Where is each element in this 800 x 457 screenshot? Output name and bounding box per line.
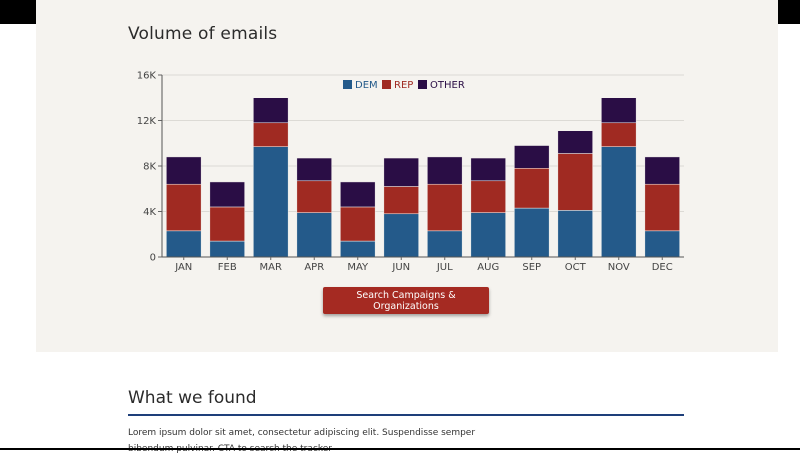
bar-dem-apr[interactable] — [296, 212, 332, 258]
bar-dem-feb[interactable] — [209, 240, 245, 258]
bar-rep-sep[interactable] — [514, 168, 550, 209]
section-divider — [128, 414, 684, 416]
bar-rep-apr[interactable] — [296, 180, 332, 213]
bar-rep-dec[interactable] — [644, 183, 680, 232]
legend-swatch — [382, 80, 391, 89]
bar-other-feb[interactable] — [209, 181, 245, 208]
bar-rep-may[interactable] — [340, 206, 376, 242]
bar-dem-oct[interactable] — [557, 210, 593, 258]
bar-dem-jul[interactable] — [427, 230, 463, 258]
top-left-black-bar — [0, 0, 36, 24]
y-tick-label: 12K — [137, 116, 157, 127]
x-tick-label: APR — [304, 262, 324, 273]
email-volume-chart: 0 4K 8K 12K 16K JAN FEB MAR APR MAY JUN JUL AUG SEP OC… — [137, 71, 684, 273]
bar-dem-may[interactable] — [340, 240, 376, 258]
legend-label: DEM — [355, 80, 378, 91]
legend-item-other[interactable]: OTHER — [418, 80, 465, 91]
section-body-text: Lorem ipsum dolor sit amet, consectetur … — [128, 428, 476, 454]
x-tick-label: MAR — [260, 262, 282, 273]
x-tick-label: SEP — [522, 262, 541, 273]
bar-other-nov[interactable] — [601, 97, 637, 124]
bar-rep-jun[interactable] — [383, 186, 419, 215]
bar-rep-jan[interactable] — [166, 183, 202, 232]
y-tick-label: 8K — [143, 162, 156, 173]
bar-dem-jun[interactable] — [383, 213, 419, 258]
section-title: What we found — [128, 388, 257, 408]
legend-item-rep[interactable]: REP — [382, 80, 413, 91]
legend-item-dem[interactable]: DEM — [343, 80, 378, 91]
bar-other-apr[interactable] — [296, 157, 332, 182]
bar-rep-jul[interactable] — [427, 183, 463, 232]
x-tick-label: MAY — [347, 262, 369, 273]
bar-other-may[interactable] — [340, 181, 376, 208]
x-tick-label: DEC — [652, 262, 673, 273]
search-campaigns-button[interactable]: Search Campaigns & Organizations — [323, 287, 489, 314]
bar-other-jul[interactable] — [427, 156, 463, 185]
x-tick-label: NOV — [608, 262, 630, 273]
bar-other-jun[interactable] — [383, 157, 419, 187]
x-tick-label: AUG — [477, 262, 499, 273]
bar-rep-mar[interactable] — [253, 122, 289, 147]
bar-other-jan[interactable] — [166, 156, 202, 185]
bar-dem-aug[interactable] — [470, 212, 506, 258]
bar-dem-mar[interactable] — [253, 146, 289, 258]
y-tick-label: 0 — [150, 253, 156, 264]
bar-dem-jan[interactable] — [166, 230, 202, 258]
legend-swatch — [343, 80, 352, 89]
x-tick-label: OCT — [565, 262, 587, 273]
chart-title: Volume of emails — [128, 24, 278, 44]
y-tick-label: 16K — [137, 71, 157, 82]
x-tick-label: JAN — [174, 262, 192, 273]
bar-dem-dec[interactable] — [644, 230, 680, 258]
x-tick-label: JUN — [391, 262, 410, 273]
bar-other-dec[interactable] — [644, 156, 680, 185]
bar-rep-aug[interactable] — [470, 180, 506, 213]
bar-other-sep[interactable] — [514, 145, 550, 169]
x-tick-label: JUL — [436, 262, 453, 273]
bottom-black-bar — [0, 448, 800, 450]
legend-label: OTHER — [430, 80, 465, 91]
bar-other-oct[interactable] — [557, 130, 593, 154]
legend-swatch — [418, 80, 427, 89]
bar-rep-oct[interactable] — [557, 153, 593, 211]
y-tick-label: 4K — [143, 207, 156, 218]
legend-label: REP — [394, 80, 413, 91]
bar-rep-feb[interactable] — [209, 206, 245, 242]
bar-dem-nov[interactable] — [601, 146, 637, 258]
x-tick-label: FEB — [218, 262, 237, 273]
top-right-black-bar — [778, 0, 800, 24]
bar-rep-nov[interactable] — [601, 122, 637, 147]
bar-dem-sep[interactable] — [514, 207, 550, 258]
bar-other-aug[interactable] — [470, 157, 506, 182]
bar-other-mar[interactable] — [253, 97, 289, 124]
